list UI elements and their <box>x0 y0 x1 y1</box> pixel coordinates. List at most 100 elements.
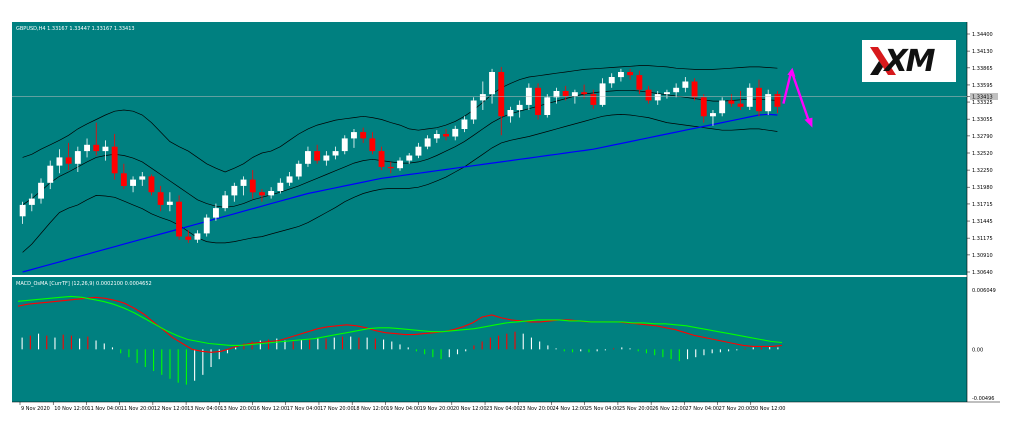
candle-body <box>203 217 210 234</box>
candle-body <box>378 151 385 167</box>
candle-body <box>710 113 716 117</box>
time-tick-label: 25 Nov 20:00 <box>619 406 653 412</box>
time-tick-label: 27 Nov 04:00 <box>685 406 719 412</box>
arrow-down-line <box>790 70 811 124</box>
candle-body <box>608 77 615 84</box>
symbol-label: GBPUSD,H4 1.33167 1.33447 1.33167 1.3341… <box>16 26 135 32</box>
price-tick-label: 1.32790 <box>972 134 993 140</box>
candle-body <box>19 204 26 217</box>
price-tick-label: 1.30640 <box>972 270 993 276</box>
candle-body <box>74 151 81 164</box>
candle-body <box>544 97 551 115</box>
candle-body <box>516 104 523 110</box>
time-tick-label: 19 Nov 20:00 <box>420 406 454 412</box>
candle-body <box>360 132 367 139</box>
candle-body <box>645 89 652 101</box>
time-tick-label: 20 Nov 12:00 <box>453 406 487 412</box>
time-tick-label: 16 Nov 12:00 <box>254 406 288 412</box>
time-tick-label: 18 Nov 12:00 <box>353 406 387 412</box>
candle-body <box>654 94 661 101</box>
candle-body <box>166 201 173 205</box>
price-tick-label: 1.32250 <box>972 168 993 174</box>
candle-body <box>553 91 560 98</box>
time-tick-label: 23 Nov 20:00 <box>519 406 553 412</box>
candle-body <box>746 87 753 107</box>
candle-body <box>433 134 440 139</box>
candle-body <box>93 144 100 152</box>
candle-body <box>599 83 606 105</box>
candle-body <box>424 138 431 147</box>
bollinger-upper-line <box>22 65 778 173</box>
candle-body <box>111 146 118 174</box>
candle-body <box>314 151 321 161</box>
time-tick-label: 25 Nov 04:00 <box>586 406 620 412</box>
price-tick-label: 1.33055 <box>972 117 993 123</box>
current-price-tag <box>970 92 998 100</box>
time-tick-label: 26 Nov 12:00 <box>652 406 686 412</box>
candle-body <box>295 163 302 177</box>
price-tick-label: 1.33865 <box>972 66 993 72</box>
candle-body <box>268 191 275 196</box>
candle-body <box>56 157 63 166</box>
candle-body <box>443 134 449 137</box>
time-tick-label: 12 Nov 12:00 <box>154 406 188 412</box>
candle-body <box>489 72 495 95</box>
moving-average <box>22 113 778 273</box>
candle-body <box>249 179 256 193</box>
time-tick-label: 17 Nov 04:00 <box>287 406 321 412</box>
bollinger-lower-line <box>22 114 778 253</box>
time-tick-label: 27 Nov 20:00 <box>719 406 753 412</box>
price-tick-label: 1.31715 <box>972 202 993 208</box>
candle-body <box>627 72 634 76</box>
candle-body <box>84 144 90 152</box>
candle-body <box>369 138 376 152</box>
price-tick-label: 1.33325 <box>972 100 993 106</box>
logo-x-mark-icon <box>870 47 896 75</box>
indicator-panel[interactable] <box>12 277 967 402</box>
candle-body <box>222 195 229 209</box>
forecast-arrows <box>782 67 813 128</box>
time-tick-label: 9 Nov 2020 <box>21 406 50 412</box>
candle-body <box>341 138 348 152</box>
candle-body <box>581 92 588 95</box>
time-tick-label: 13 Nov 04:00 <box>187 406 221 412</box>
candle-body <box>756 87 762 112</box>
candle-body <box>728 100 735 104</box>
price-tick-label: 1.31175 <box>972 236 993 242</box>
candle-body <box>157 192 164 205</box>
price-tick-label: 1.32520 <box>972 151 993 157</box>
candle-body <box>673 87 680 93</box>
indicator-tick-label: 0.006049 <box>972 288 996 294</box>
candle-body <box>397 160 403 169</box>
candle-body <box>176 201 182 237</box>
indicator-tick-label: 0.00 <box>972 347 983 353</box>
candle-body <box>213 208 219 218</box>
time-tick-label: 13 Nov 20:00 <box>220 406 254 412</box>
chart-svg[interactable]: 1.34400 1.34130 1.33865 1.33595 1.334131.333… <box>12 22 1000 414</box>
time-tick-label: 17 Nov 20:00 <box>320 406 354 412</box>
candle-body <box>28 198 35 205</box>
price-axis: 1.34400 1.34130 1.33865 1.33595 1.334131.333… <box>967 32 998 276</box>
macd-lines <box>17 295 783 353</box>
time-tick-label: 11 Nov 20:00 <box>121 406 155 412</box>
macd-green-line <box>17 295 783 346</box>
candle-body <box>562 91 569 97</box>
candle-body <box>406 155 413 161</box>
time-tick-label: 30 Nov 12:00 <box>752 406 786 412</box>
chart-window[interactable]: 1.34400 1.34130 1.33865 1.33595 1.33413 1.333… <box>12 22 1000 414</box>
xm-logo: XM <box>862 40 956 82</box>
arrow-down-head-icon <box>804 117 813 128</box>
ma-line <box>22 113 778 273</box>
candle-body <box>682 81 689 88</box>
candle-body <box>47 165 54 183</box>
price-tick-label: 1.33413 <box>972 94 993 100</box>
price-panel[interactable] <box>12 22 967 275</box>
price-axis-area <box>967 22 1000 275</box>
candle-body <box>470 100 477 120</box>
price-tick-label: 1.34130 <box>972 49 993 55</box>
candle-body <box>737 103 744 107</box>
candle-body <box>479 94 486 101</box>
candle-body <box>636 75 643 90</box>
price-tick-label: 1.33595 <box>972 83 993 89</box>
candle-body <box>102 146 109 152</box>
